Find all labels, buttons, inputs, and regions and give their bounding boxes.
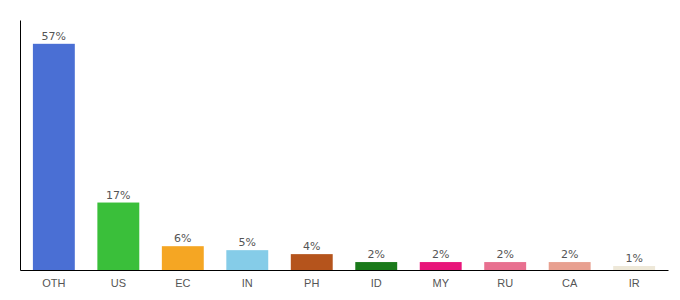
x-tick-label: IR [629, 277, 640, 289]
x-axis-line [21, 270, 669, 271]
x-tick: US [111, 277, 126, 289]
x-tick-label: OTH [42, 277, 65, 289]
data-label: 4% [303, 240, 320, 253]
bar [97, 203, 139, 270]
x-tick-label: RU [497, 277, 513, 289]
data-label: 5% [239, 236, 256, 249]
x-tick: EC [175, 277, 190, 289]
data-label: 57% [42, 30, 66, 43]
bar [226, 250, 268, 270]
bar [484, 262, 526, 270]
x-tick-label: ID [371, 277, 382, 289]
bar [355, 262, 397, 270]
bar [420, 262, 462, 270]
data-label: 1% [625, 252, 642, 265]
y-axis-line [20, 21, 21, 271]
data-label: 17% [106, 189, 130, 202]
bar [291, 254, 333, 270]
data-labels: 57% 17% 6% 5% 4% 2% 2% 2% 2% 1% [42, 30, 643, 265]
data-label: 2% [432, 248, 449, 261]
data-label: 6% [174, 232, 191, 245]
data-label: 2% [368, 248, 385, 261]
x-tick-label: PH [304, 277, 319, 289]
bar [33, 44, 75, 270]
data-label: 2% [496, 248, 513, 261]
x-tick-label: MY [432, 277, 449, 289]
x-tick: ID [371, 277, 382, 289]
bar [162, 246, 204, 270]
x-tick-label: EC [175, 277, 190, 289]
x-tick: OTH [42, 277, 65, 289]
plot-area: OTH US EC IN PH ID MY RU CA IR 57% 17% 6% 5% 4% 2% 2% 2% 2… [21, 21, 669, 289]
x-tick: IR [629, 277, 640, 289]
x-tick: IN [242, 277, 253, 289]
x-tick: PH [304, 277, 319, 289]
x-axis: OTH US EC IN PH ID MY RU CA IR [21, 271, 669, 289]
chart-svg: OTH US EC IN PH ID MY RU CA IR 57% 17% 6% 5% 4% 2% 2% 2% 2… [0, 0, 680, 300]
bars [33, 44, 655, 270]
bar [549, 262, 591, 270]
x-tick-label: IN [242, 277, 253, 289]
y-axis [20, 21, 21, 271]
x-tick: RU [497, 277, 513, 289]
data-label: 2% [561, 248, 578, 261]
x-tick-label: US [111, 277, 126, 289]
x-tick: CA [562, 277, 578, 289]
x-tick: MY [432, 277, 449, 289]
x-tick-label: CA [562, 277, 578, 289]
bar [613, 266, 655, 270]
